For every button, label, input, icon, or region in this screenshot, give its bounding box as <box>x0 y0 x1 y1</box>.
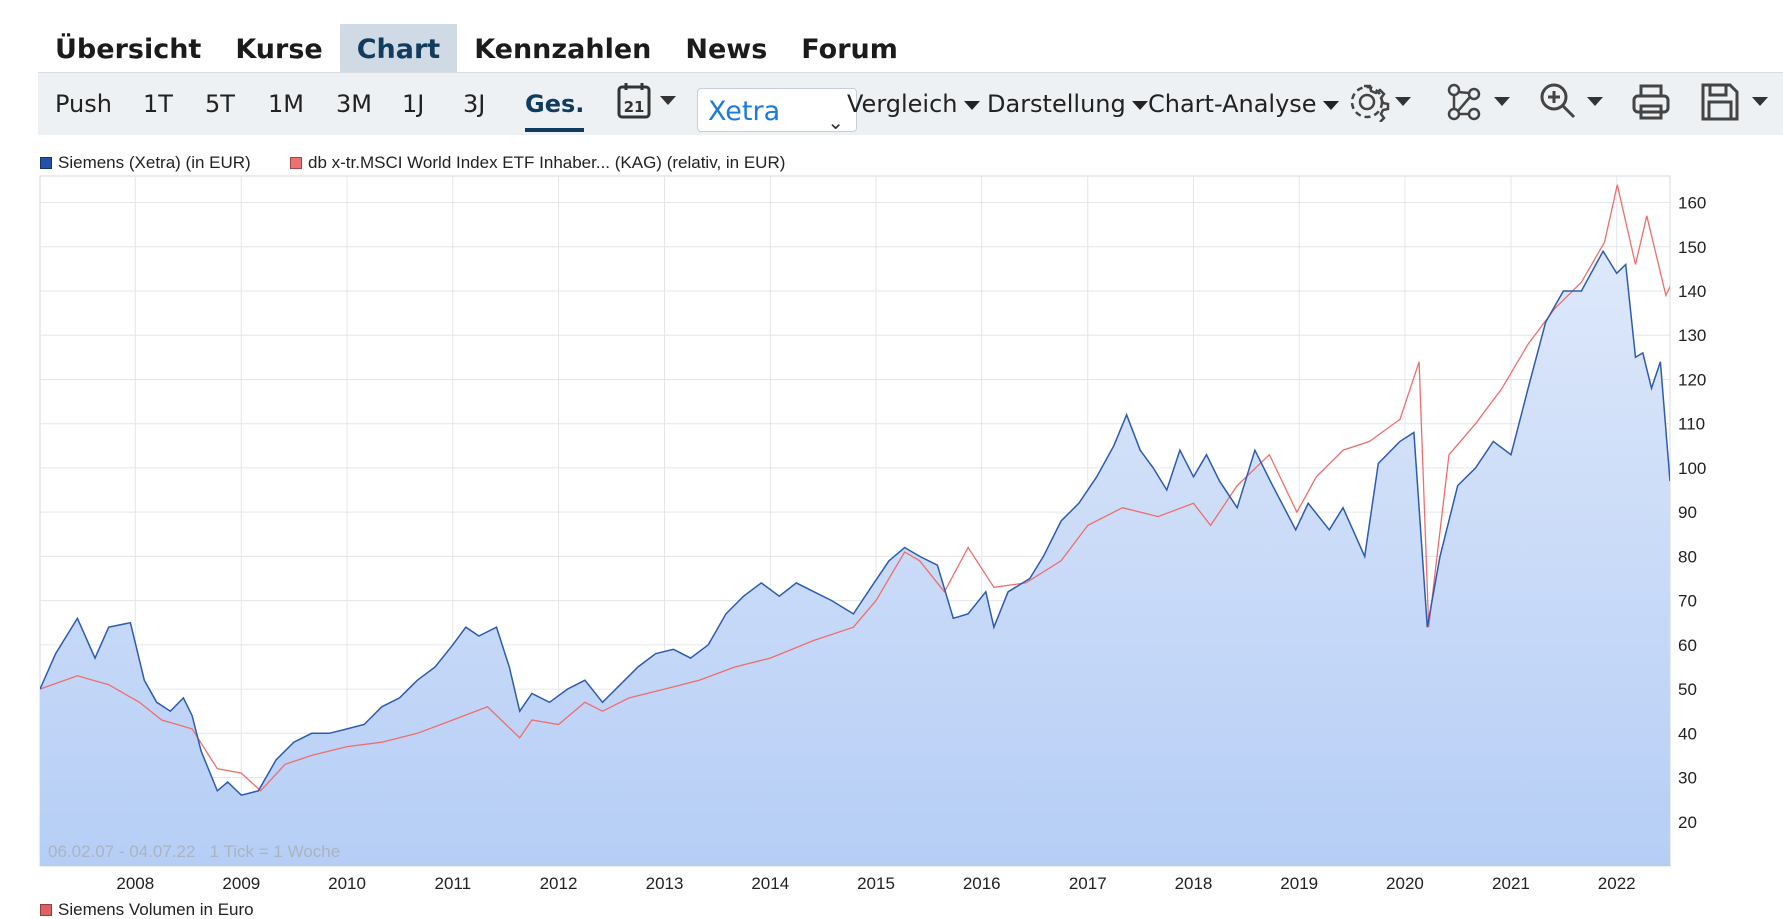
y-tick-label: 90 <box>1678 503 1697 522</box>
date-range-label: 06.02.07 - 04.07.22 <box>48 842 196 861</box>
chart-analyse-menu[interactable]: Chart-Analyse <box>1148 72 1339 134</box>
y-tick-label: 80 <box>1678 547 1697 566</box>
legend-item-siemens: Siemens (Xetra) (in EUR) <box>40 152 251 174</box>
x-tick-label: 2016 <box>963 874 1001 893</box>
msci-line <box>40 184 1670 792</box>
tab-uebersicht[interactable]: Übersicht <box>55 34 202 65</box>
range-1t-button[interactable]: 1T <box>143 90 173 118</box>
legend-label-msci: db x-tr.MSCI World Index ETF Inhaber... … <box>308 153 786 172</box>
chevron-down-icon: ⌄ <box>827 110 844 134</box>
x-tick-label: 2020 <box>1386 874 1424 893</box>
darstellung-label: Darstellung <box>987 90 1126 118</box>
print-button[interactable] <box>1631 82 1671 122</box>
y-tick-label: 30 <box>1678 769 1697 788</box>
tab-chart[interactable]: Chart <box>339 24 458 84</box>
y-tick-label: 160 <box>1678 194 1706 213</box>
legend-label-siemens: Siemens (Xetra) (in EUR) <box>58 153 251 172</box>
x-tick-label: 2014 <box>751 874 789 893</box>
zoom-dropdown[interactable] <box>1539 82 1605 122</box>
volume-legend-label: Siemens Volumen in Euro <box>58 900 254 919</box>
network-icon <box>1447 83 1510 121</box>
x-tick-label: 2010 <box>328 874 366 893</box>
darstellung-menu[interactable]: Darstellung <box>987 72 1148 134</box>
chart-toolbar <box>38 72 1783 135</box>
x-tick-label: 2013 <box>646 874 684 893</box>
save-icon <box>1701 83 1768 121</box>
x-tick-label: 2008 <box>116 874 154 893</box>
caret-down-icon <box>1131 100 1148 110</box>
y-tick-label: 20 <box>1678 813 1697 832</box>
tick-interval-label: 1 Tick = 1 Woche <box>209 842 341 861</box>
vergleich-menu[interactable]: Vergleich <box>847 72 980 134</box>
x-tick-label: 2009 <box>222 874 260 893</box>
vergleich-label: Vergleich <box>847 90 958 118</box>
range-1j-button[interactable]: 1J <box>402 90 425 118</box>
siemens-line <box>40 249 1670 797</box>
x-axis: 2008 2009 2010 2011 2012 2013 2014 2015 2016 2017… <box>116 874 1635 893</box>
y-tick-label: 40 <box>1678 724 1697 743</box>
x-tick-label: 2012 <box>540 874 578 893</box>
y-tick-label: 110 <box>1678 415 1705 434</box>
x-tick-label: 2022 <box>1598 874 1636 893</box>
legend-swatch-msci <box>290 157 302 169</box>
y-tick-label: 50 <box>1678 680 1697 699</box>
chart-analyse-label: Chart-Analyse <box>1148 90 1317 118</box>
tab-kurse[interactable]: Kurse <box>235 34 323 65</box>
y-tick-label: 120 <box>1678 370 1706 389</box>
x-tick-label: 2019 <box>1280 874 1318 893</box>
x-tick-label: 2015 <box>857 874 895 893</box>
x-tick-label: 2021 <box>1492 874 1530 893</box>
y-axis: 20 30 40 50 60 70 80 90 100 110 120 130 140 150 160 <box>1678 194 1706 832</box>
x-tick-label: 2018 <box>1175 874 1213 893</box>
range-push-button[interactable]: Push <box>55 90 112 118</box>
volume-legend-swatch <box>40 904 52 916</box>
siemens-area <box>40 251 1670 866</box>
save-dropdown[interactable] <box>1700 82 1770 122</box>
settings-dropdown[interactable] <box>1349 82 1413 123</box>
caret-down-icon <box>963 100 980 110</box>
y-tick-label: 70 <box>1678 592 1697 611</box>
range-3m-button[interactable]: 3M <box>336 90 372 118</box>
x-tick-label: 2017 <box>1069 874 1107 893</box>
print-icon <box>1632 84 1670 120</box>
x-tick-label: 2011 <box>435 874 472 893</box>
legend-swatch-siemens <box>40 157 52 169</box>
range-3j-button[interactable]: 3J <box>463 90 486 118</box>
range-5t-button[interactable]: 5T <box>205 90 235 118</box>
chart-footnote: 06.02.07 - 04.07.22 1 Tick = 1 Woche <box>48 842 340 862</box>
calendar-dropdown[interactable]: 21 <box>617 82 677 122</box>
exchange-select-value: Xetra <box>708 96 781 127</box>
gear-icon <box>1350 84 1411 123</box>
top-nav: Übersicht Kurse Chart Kennzahlen News Fo… <box>38 24 915 84</box>
y-tick-label: 60 <box>1678 636 1697 655</box>
volume-legend: Siemens Volumen in Euro <box>40 900 254 919</box>
exchange-select[interactable]: Xetra ⌄ <box>697 88 857 134</box>
tab-news[interactable]: News <box>685 34 768 65</box>
chart-series <box>40 184 1670 866</box>
tab-kennzahlen[interactable]: Kennzahlen <box>474 34 652 65</box>
range-1m-button[interactable]: 1M <box>268 90 304 118</box>
y-tick-label: 140 <box>1678 282 1706 301</box>
caret-down-icon <box>1322 100 1339 110</box>
range-ges-button[interactable]: Ges. <box>525 72 585 134</box>
zoom-in-icon <box>1540 83 1603 119</box>
calendar-icon-day: 21 <box>624 98 645 116</box>
y-tick-label: 130 <box>1678 326 1706 345</box>
indicators-dropdown[interactable] <box>1446 82 1512 122</box>
y-tick-label: 150 <box>1678 238 1706 257</box>
legend-item-msci: db x-tr.MSCI World Index ETF Inhaber... … <box>290 152 785 174</box>
tab-forum[interactable]: Forum <box>801 34 898 65</box>
y-tick-label: 100 <box>1678 459 1706 478</box>
calendar-icon: 21 <box>617 83 676 119</box>
